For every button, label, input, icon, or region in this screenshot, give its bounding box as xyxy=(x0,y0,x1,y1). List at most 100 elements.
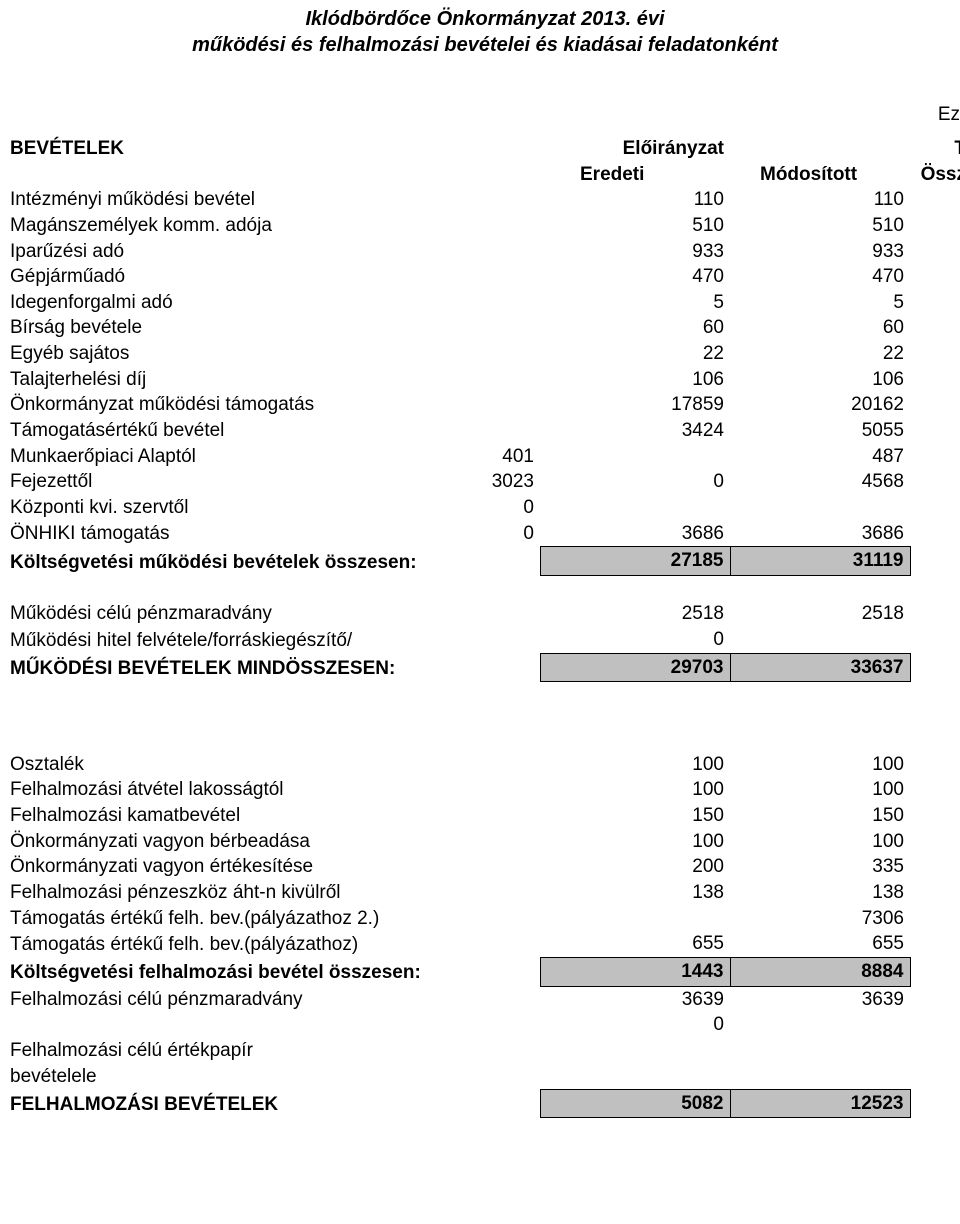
row-value xyxy=(910,315,960,341)
row-label: Önkormányzati vagyon bérbeadása xyxy=(10,829,440,855)
table-row: bevételele xyxy=(10,1064,960,1090)
row-value: 2518 xyxy=(730,601,910,627)
row-value: 510 xyxy=(730,213,910,239)
sum1-c: 31119 xyxy=(730,547,910,576)
row-value xyxy=(910,264,960,290)
subheader-modositott: Módosított xyxy=(730,162,910,188)
table-row: Talajterhelési díj106106 xyxy=(10,367,960,393)
row-value: 110 xyxy=(730,187,910,213)
row-label: Támogatás értékű felh. bev.(pályázathoz … xyxy=(10,906,440,932)
row-value xyxy=(730,1012,910,1038)
row-value xyxy=(910,777,960,803)
row-value xyxy=(440,931,540,957)
row-label: Iparűzési adó xyxy=(10,239,440,265)
table-row: Idegenforgalmi adó55 xyxy=(10,290,960,316)
row-value xyxy=(440,777,540,803)
table-row: Magánszemélyek komm. adója510510 xyxy=(10,213,960,239)
row-value xyxy=(440,986,540,1012)
row-value: 3686 xyxy=(730,521,910,547)
row-value xyxy=(440,1038,540,1064)
table-row: Intézményi működési bevétel110110 xyxy=(10,187,960,213)
row-value: 200 xyxy=(540,854,730,880)
table-row: Osztalék100100 xyxy=(10,752,960,778)
table-row: Központi kvi. szervtől0 xyxy=(10,495,960,521)
budget-table: BEVÉTELEK Előirányzat T Eredeti Módosíto… xyxy=(10,136,960,1118)
table-row: Felhalmozási kamatbevétel150150 xyxy=(10,803,960,829)
row-value xyxy=(910,854,960,880)
row-value: 401 xyxy=(440,444,540,470)
row-value xyxy=(910,367,960,393)
sum3-label: Költségvetési felhalmozási bevétel össze… xyxy=(10,957,540,986)
row-value: 5 xyxy=(540,290,730,316)
row-value xyxy=(440,239,540,265)
row-value: 0 xyxy=(540,627,730,653)
table-row: Egyéb sajátos2222 xyxy=(10,341,960,367)
table-row: ÖNHIKI támogatás036863686 xyxy=(10,521,960,547)
row-value: 106 xyxy=(730,367,910,393)
row-value xyxy=(910,341,960,367)
row-label: Intézményi működési bevétel xyxy=(10,187,440,213)
page: Iklódbördőce Önkormányzat 2013. évi műkö… xyxy=(0,0,960,1158)
row-value xyxy=(540,495,730,521)
row-value xyxy=(440,418,540,444)
row-value xyxy=(440,315,540,341)
subheader-eredeti: Eredeti xyxy=(540,162,730,188)
row-value xyxy=(910,906,960,932)
table-row: Gépjárműadó470470 xyxy=(10,264,960,290)
row-value xyxy=(730,1064,910,1090)
row-label: Egyéb sajátos xyxy=(10,341,440,367)
row-value xyxy=(910,752,960,778)
table-row: 0 xyxy=(10,1012,960,1038)
row-value xyxy=(440,752,540,778)
row-value xyxy=(910,1012,960,1038)
row-value xyxy=(730,1038,910,1064)
row-value: 0 xyxy=(440,495,540,521)
table-row: Önkormányzati vagyon bérbeadása100100 xyxy=(10,829,960,855)
table-row: Bírság bevétele 6060 xyxy=(10,315,960,341)
table-row: Munkaerőpiaci Alaptól401 487 xyxy=(10,444,960,470)
row-label: Bírság bevétele xyxy=(10,315,440,341)
table-row: Támogatás értékű felh. bev.(pályázathoz … xyxy=(10,906,960,932)
row-value: 0 xyxy=(440,521,540,547)
row-value xyxy=(910,627,960,653)
row-value xyxy=(910,1038,960,1064)
row-value: 22 xyxy=(730,341,910,367)
table-row: Felhalmozási célú értékpapír xyxy=(10,1038,960,1064)
row-value xyxy=(910,880,960,906)
row-value: 470 xyxy=(540,264,730,290)
row-value xyxy=(910,392,960,418)
row-value xyxy=(910,986,960,1012)
row-label: Magánszemélyek komm. adója xyxy=(10,213,440,239)
table-row: Önkormányzati vagyon értékesítése200335 xyxy=(10,854,960,880)
row-label: Működési célú pénzmaradvány xyxy=(10,601,440,627)
subheader-ossz: Össz xyxy=(910,162,960,188)
sum4-c: 12523 xyxy=(730,1089,910,1118)
sum-row-2: MŰKÖDÉSI BEVÉTELEK MINDÖSSZESEN: 29703 3… xyxy=(10,653,960,682)
row-value xyxy=(910,213,960,239)
row-value: 487 xyxy=(730,444,910,470)
row-value: 933 xyxy=(540,239,730,265)
row-value xyxy=(910,931,960,957)
row-label: Munkaerőpiaci Alaptól xyxy=(10,444,440,470)
table-row: Felhalmozási célú pénzmaradvány36393639 xyxy=(10,986,960,1012)
row-value: 3639 xyxy=(540,986,730,1012)
row-value xyxy=(440,1064,540,1090)
row-label: Önkormányzati vagyon értékesítése xyxy=(10,854,440,880)
row-label: Önkormányzat működési támogatás xyxy=(10,392,440,418)
row-value: 138 xyxy=(730,880,910,906)
row-value xyxy=(440,367,540,393)
row-value: 60 xyxy=(730,315,910,341)
row-value: 5055 xyxy=(730,418,910,444)
row-value xyxy=(540,444,730,470)
page-title: Iklódbördőce Önkormányzat 2013. évi műkö… xyxy=(10,6,960,58)
table-row: Fejezettől302304568 xyxy=(10,469,960,495)
header-row-1: BEVÉTELEK Előirányzat T xyxy=(10,136,960,162)
row-label: Osztalék xyxy=(10,752,440,778)
sum-row-1: Költségvetési működési bevételek összese… xyxy=(10,547,960,576)
row-value: 100 xyxy=(730,752,910,778)
sum1-label: Költségvetési működési bevételek összese… xyxy=(10,547,540,576)
row-label: Gépjárműadó xyxy=(10,264,440,290)
row-value: 150 xyxy=(540,803,730,829)
row-value: 60 xyxy=(540,315,730,341)
row-label: Központi kvi. szervtől xyxy=(10,495,440,521)
